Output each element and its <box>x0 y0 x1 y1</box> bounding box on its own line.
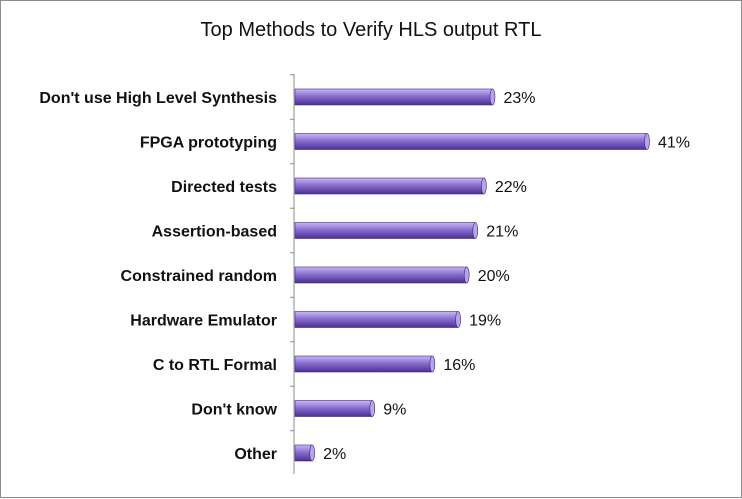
category-label: Other <box>234 446 277 463</box>
category-label: Directed tests <box>171 179 277 196</box>
bar-end-cap <box>644 133 650 150</box>
bar-end-cap <box>489 88 496 106</box>
data-label: 19% <box>469 313 501 330</box>
bar-end-cap <box>481 177 487 195</box>
bar-end-cap <box>455 311 461 328</box>
category-label: Don't use High Level Synthesis <box>39 90 277 107</box>
bar <box>294 311 459 328</box>
data-label: 9% <box>383 402 406 419</box>
bar <box>294 266 468 284</box>
bar <box>294 177 485 195</box>
bar-end-cap <box>309 444 315 462</box>
bar-end-cap <box>463 266 470 284</box>
bar <box>294 222 476 239</box>
bar <box>294 400 373 417</box>
category-label: Don't know <box>191 402 277 419</box>
bar-end-cap <box>472 222 479 239</box>
category-label: Assertion-based <box>152 224 277 241</box>
data-label: 41% <box>658 135 690 152</box>
data-label: 2% <box>323 446 346 463</box>
bar-end-cap <box>369 400 376 417</box>
category-label: FPGA prototyping <box>140 135 277 152</box>
bar <box>294 355 433 373</box>
category-label: C to RTL Formal <box>153 357 277 374</box>
data-label: 23% <box>503 90 535 107</box>
bar <box>294 88 493 106</box>
category-label: Constrained random <box>121 268 277 285</box>
data-label: 22% <box>495 179 527 196</box>
category-label: Hardware Emulator <box>130 313 277 330</box>
data-label: 16% <box>443 357 475 374</box>
bar <box>294 133 648 150</box>
data-label: 20% <box>478 268 510 285</box>
bar-end-cap <box>429 355 436 373</box>
chart-title: Top Methods to Verify HLS output RTL <box>200 19 542 41</box>
data-label: 21% <box>486 224 518 241</box>
